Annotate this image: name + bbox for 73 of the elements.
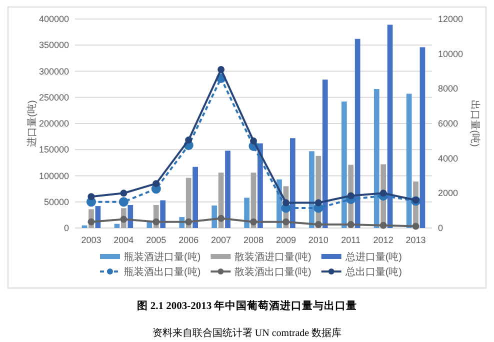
x-tick-label: 2008 — [243, 235, 264, 245]
point — [347, 221, 354, 228]
point — [218, 66, 225, 74]
point — [314, 199, 322, 206]
y-tick-label: 150000 — [38, 144, 69, 155]
bar — [160, 200, 166, 228]
x-tick-label: 2010 — [308, 235, 328, 245]
bar — [322, 80, 328, 228]
point — [412, 222, 420, 230]
y2-tick-label: 10000 — [438, 48, 464, 59]
bar — [244, 198, 250, 228]
bar — [192, 166, 198, 228]
y-tick-label: 350000 — [38, 40, 69, 50]
bar — [290, 138, 296, 228]
point — [314, 221, 322, 228]
point — [118, 197, 128, 207]
text: 图 2.1 2003-2013 年中国葡萄酒进口量与出口量 — [136, 299, 358, 312]
y2-axis-title: 出口量(吨) — [469, 100, 481, 147]
y-axis-title: 进口量(吨) — [26, 100, 38, 147]
point — [152, 218, 160, 226]
legend-label: 瓶装酒出口量(吨) — [124, 266, 201, 278]
bar — [225, 150, 230, 228]
y2-tick-label: 12000 — [438, 14, 464, 24]
point — [120, 216, 128, 223]
legend-label: 总出口量(吨) — [344, 266, 402, 278]
point — [185, 136, 192, 144]
y-tick-label: 200000 — [38, 118, 69, 128]
point — [250, 137, 257, 144]
bar — [341, 102, 347, 228]
y-tick-label: 400000 — [38, 14, 69, 24]
y-tick-label: 50000 — [44, 196, 69, 207]
bar — [406, 94, 412, 228]
bar — [354, 38, 360, 228]
point — [282, 218, 290, 226]
point — [380, 222, 387, 229]
point — [380, 190, 387, 197]
x-tick-label: 2011 — [341, 235, 361, 245]
x-tick-label: 2005 — [146, 235, 166, 245]
point — [185, 218, 192, 226]
y2-tick-label: 0 — [438, 223, 444, 233]
point — [250, 218, 257, 226]
point — [218, 214, 225, 222]
point — [88, 218, 95, 226]
x-tick-label: 2009 — [276, 235, 296, 245]
bar — [374, 89, 380, 228]
y2-tick-label: 8000 — [438, 84, 458, 94]
point — [120, 190, 128, 197]
y2-tick-label: 2000 — [438, 188, 458, 198]
y-tick-label: 100000 — [38, 170, 69, 181]
x-tick-label: 2006 — [178, 235, 199, 245]
x-tick-label: 2003 — [81, 235, 102, 245]
bar — [309, 151, 314, 228]
legend-label: 瓶装酒进口量(吨) — [124, 251, 201, 263]
x-tick-label: 2013 — [406, 235, 426, 245]
x-tick-label: 2007 — [211, 235, 232, 245]
x-tick-label: 2004 — [114, 235, 134, 245]
text: 资料来自联合国统计署 UN comtrade 数据库 — [152, 327, 342, 339]
y2-tick-label: 6000 — [438, 118, 458, 128]
legend-label: 总进口量(吨) — [344, 251, 402, 263]
bar — [387, 24, 393, 228]
legend-label: 散装酒进口量(吨) — [234, 251, 312, 263]
bar — [128, 205, 134, 228]
legend-label: 散装酒出口量(吨) — [234, 266, 312, 278]
y-tick-label: 0 — [64, 223, 69, 233]
point — [88, 193, 95, 200]
point — [152, 180, 160, 188]
y2-tick-label: 4000 — [438, 153, 458, 164]
bar — [420, 47, 426, 228]
point — [282, 199, 290, 206]
y-tick-label: 250000 — [38, 92, 69, 102]
x-tick-label: 2012 — [373, 235, 394, 245]
point — [347, 192, 354, 200]
y-tick-label: 300000 — [38, 66, 69, 76]
